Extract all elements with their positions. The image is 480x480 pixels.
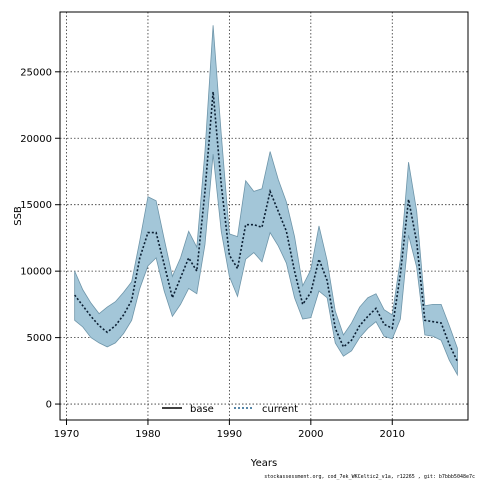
y-tick-label-20000: 20000 (20, 134, 52, 145)
x-tick-label-1990: 1990 (217, 429, 242, 440)
x-tick-label-1980: 1980 (135, 429, 160, 440)
legend-label-base: base (190, 404, 214, 415)
y-tick-label-5000: 5000 (27, 333, 52, 344)
x-axis: 1970 1980 1990 2000 2010 (54, 420, 405, 440)
confidence-band (74, 25, 458, 377)
y-tick-label-10000: 10000 (20, 267, 52, 278)
x-tick-label-1970: 1970 (54, 429, 79, 440)
series-line-current (74, 91, 459, 362)
y-tick-label-15000: 15000 (20, 200, 52, 211)
y-axis-title: SSB (13, 206, 24, 226)
plot-frame (59, 11, 469, 421)
x-tick-label-2010: 2010 (380, 429, 405, 440)
legend: base current (162, 404, 298, 415)
legend-label-current: current (262, 404, 298, 415)
y-axis: 0 5000 10000 15000 20000 25000 (20, 67, 60, 411)
footnote: stockassessment.org, cod_7ek_WKCeltic2_v… (264, 474, 475, 480)
x-tick-label-2000: 2000 (298, 429, 323, 440)
y-tick-label-0: 0 (46, 400, 52, 411)
y-tick-label-25000: 25000 (20, 67, 52, 78)
x-axis-title: Years (250, 458, 277, 469)
